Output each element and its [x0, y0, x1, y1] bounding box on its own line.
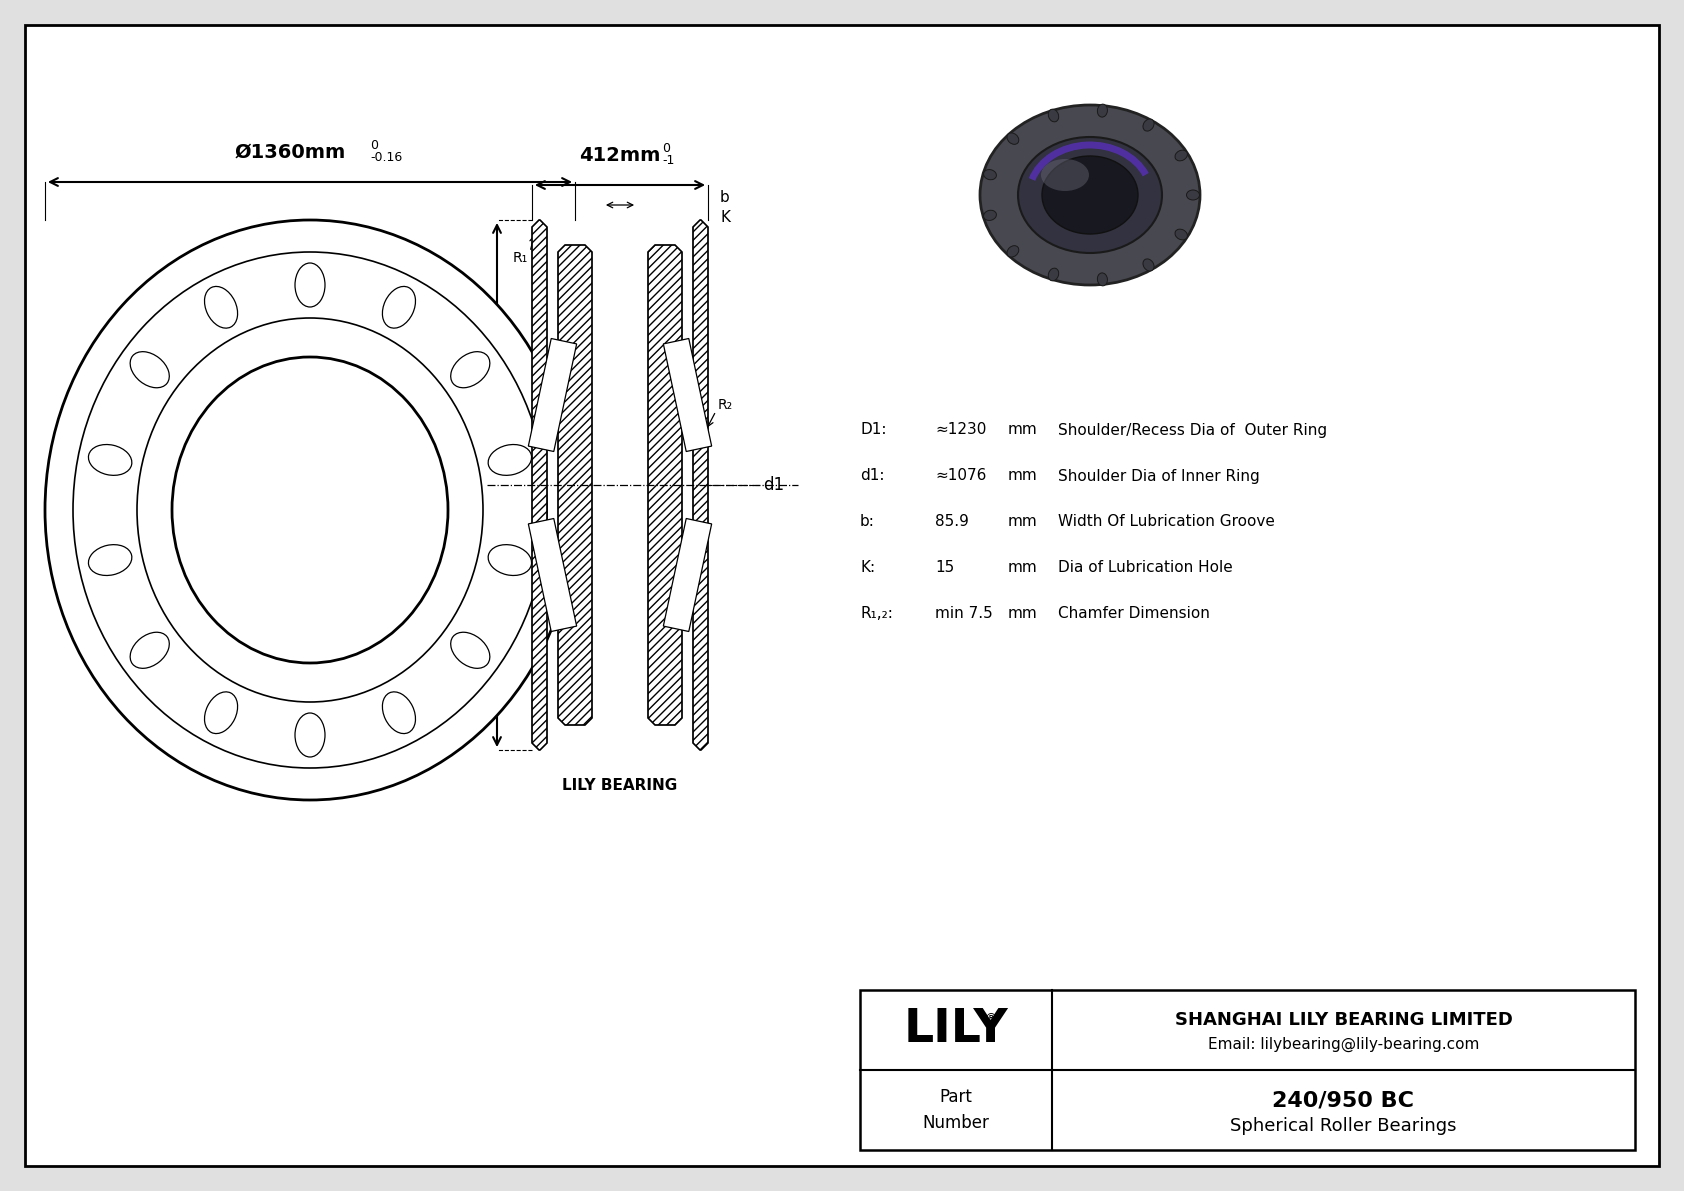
Text: ≈1076: ≈1076 — [935, 468, 987, 484]
Text: Chamfer Dimension: Chamfer Dimension — [1058, 606, 1209, 622]
Text: 0: 0 — [662, 142, 670, 155]
Text: -0.16: -0.16 — [370, 151, 402, 164]
Text: mm: mm — [1009, 468, 1037, 484]
Ellipse shape — [136, 318, 483, 701]
Text: mm: mm — [1009, 561, 1037, 575]
Text: SHANGHAI LILY BEARING LIMITED: SHANGHAI LILY BEARING LIMITED — [1174, 1011, 1512, 1029]
Ellipse shape — [1143, 119, 1154, 131]
Ellipse shape — [89, 544, 131, 575]
Ellipse shape — [1042, 156, 1138, 233]
Polygon shape — [529, 338, 576, 451]
Text: Shoulder/Recess Dia of  Outer Ring: Shoulder/Recess Dia of Outer Ring — [1058, 423, 1327, 437]
Polygon shape — [532, 220, 547, 750]
Polygon shape — [663, 518, 712, 631]
Text: Email: lilybearing@lily-bearing.com: Email: lilybearing@lily-bearing.com — [1207, 1036, 1479, 1052]
Ellipse shape — [1019, 137, 1162, 252]
Text: b:: b: — [861, 515, 876, 530]
Text: Spherical Roller Bearings: Spherical Roller Bearings — [1231, 1117, 1457, 1135]
Ellipse shape — [382, 692, 416, 734]
Text: K:: K: — [861, 561, 876, 575]
Ellipse shape — [1098, 273, 1108, 286]
Ellipse shape — [488, 544, 532, 575]
Ellipse shape — [980, 105, 1201, 285]
Polygon shape — [557, 245, 593, 725]
Text: -0.1: -0.1 — [357, 728, 381, 741]
Text: 0: 0 — [370, 139, 377, 152]
Text: R₁: R₁ — [512, 251, 529, 266]
Ellipse shape — [1007, 133, 1019, 144]
Text: ≈1230: ≈1230 — [935, 423, 987, 437]
Ellipse shape — [1041, 160, 1090, 191]
Ellipse shape — [130, 351, 170, 388]
Ellipse shape — [45, 220, 574, 800]
Text: Width Of Lubrication Groove: Width Of Lubrication Groove — [1058, 515, 1275, 530]
Ellipse shape — [1187, 191, 1199, 200]
Ellipse shape — [488, 444, 532, 475]
Ellipse shape — [451, 351, 490, 388]
Text: ®: ® — [983, 1012, 997, 1025]
Ellipse shape — [172, 357, 448, 663]
Ellipse shape — [116, 298, 504, 722]
Text: Dia of Lubrication Hole: Dia of Lubrication Hole — [1058, 561, 1233, 575]
Text: 15: 15 — [935, 561, 955, 575]
Text: mm: mm — [1009, 606, 1037, 622]
Ellipse shape — [1175, 229, 1187, 239]
Text: b: b — [721, 189, 729, 205]
Ellipse shape — [204, 286, 237, 329]
Text: K: K — [721, 210, 729, 224]
Text: D1: D1 — [465, 476, 488, 494]
Bar — [861, 990, 1635, 1151]
Text: R₂: R₂ — [717, 398, 733, 412]
Ellipse shape — [1175, 150, 1187, 161]
Ellipse shape — [89, 444, 131, 475]
Text: 412mm: 412mm — [579, 146, 660, 166]
Ellipse shape — [204, 692, 237, 734]
Text: d1: d1 — [763, 476, 785, 494]
Text: D1:: D1: — [861, 423, 886, 437]
Polygon shape — [529, 518, 576, 631]
Text: R₁,₂:: R₁,₂: — [861, 606, 893, 622]
Text: Shoulder Dia of Inner Ring: Shoulder Dia of Inner Ring — [1058, 468, 1260, 484]
Ellipse shape — [167, 351, 455, 669]
Ellipse shape — [295, 713, 325, 757]
Text: 85.9: 85.9 — [935, 515, 968, 530]
Text: Part
Number: Part Number — [923, 1087, 990, 1133]
Text: -1: -1 — [662, 154, 674, 167]
Polygon shape — [648, 245, 682, 725]
Text: min 7.5: min 7.5 — [935, 606, 994, 622]
Ellipse shape — [983, 169, 997, 180]
Ellipse shape — [1007, 245, 1019, 257]
Text: LILY BEARING: LILY BEARING — [562, 778, 677, 793]
Text: mm: mm — [1009, 423, 1037, 437]
Text: d1:: d1: — [861, 468, 884, 484]
Text: mm: mm — [1009, 515, 1037, 530]
Text: Ø1360mm: Ø1360mm — [234, 143, 345, 162]
Text: 240/950 BC: 240/950 BC — [1273, 1090, 1415, 1110]
Ellipse shape — [130, 632, 170, 668]
Ellipse shape — [451, 632, 490, 668]
Ellipse shape — [295, 263, 325, 307]
Ellipse shape — [1143, 258, 1154, 272]
Polygon shape — [694, 220, 707, 750]
Ellipse shape — [1098, 104, 1108, 117]
Ellipse shape — [983, 211, 997, 220]
Text: LILY: LILY — [904, 1008, 1009, 1053]
Ellipse shape — [1047, 110, 1059, 121]
Ellipse shape — [51, 226, 569, 794]
Text: 0: 0 — [357, 716, 365, 729]
Ellipse shape — [93, 272, 527, 748]
Ellipse shape — [72, 252, 547, 768]
Text: Ø950mm: Ø950mm — [246, 727, 344, 746]
Ellipse shape — [382, 286, 416, 329]
Ellipse shape — [1047, 268, 1059, 281]
Polygon shape — [663, 338, 712, 451]
